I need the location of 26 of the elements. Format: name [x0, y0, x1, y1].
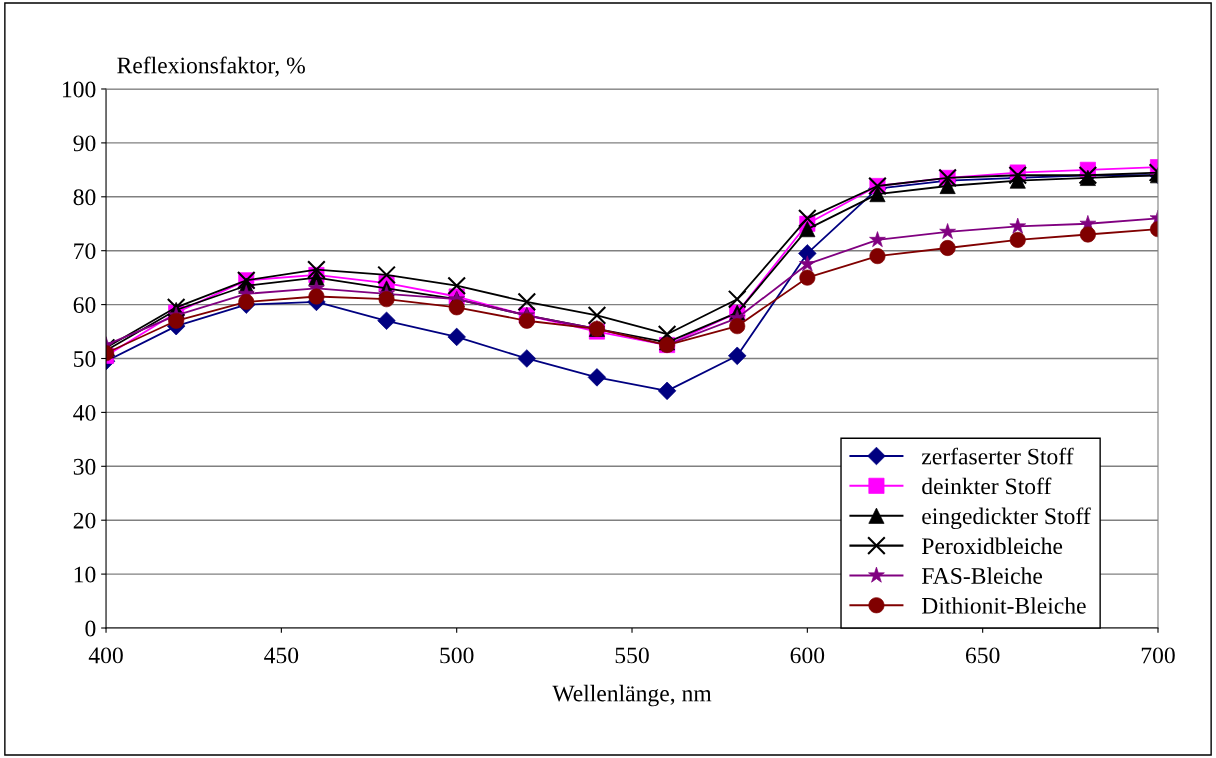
y-tick-label: 90 — [73, 135, 96, 152]
legend-label: deinkter Stoff — [922, 477, 1052, 495]
x-axis-title: Wellenlänge, nm — [552, 684, 712, 707]
y-tick-label: 0 — [85, 620, 96, 637]
x-tick-label: 700 — [1141, 647, 1175, 664]
y-tick-label: 40 — [73, 404, 96, 421]
x-tick-label: 500 — [440, 647, 474, 664]
y-tick-label: 50 — [74, 350, 96, 367]
legend-label: eingedickter Stoff — [922, 507, 1091, 530]
y-tick-label: 70 — [74, 243, 96, 260]
legend-label: Dithionit-Bleiche — [921, 597, 1086, 614]
y-tick-label: 20 — [73, 512, 96, 529]
x-tick-label: 450 — [264, 647, 299, 664]
x-tick-label: 600 — [790, 647, 825, 664]
y-tick-label: 80 — [73, 189, 96, 206]
legend-label: FAS-Bleiche — [921, 567, 1043, 584]
legend-label: zerfaserter Stoff — [921, 447, 1074, 465]
x-tick-label: 650 — [965, 647, 1000, 664]
y-tick-label: 100 — [62, 81, 96, 98]
y-axis-title: Reflexionsfaktor, % — [117, 56, 305, 77]
x-tick-label: 400 — [88, 647, 123, 664]
y-tick-label: 10 — [74, 566, 96, 583]
y-tick-label: 60 — [73, 297, 96, 314]
legend-label: Peroxidbleiche — [921, 537, 1063, 555]
y-tick-label: 30 — [73, 458, 96, 475]
x-tick-label: 550 — [615, 647, 649, 664]
